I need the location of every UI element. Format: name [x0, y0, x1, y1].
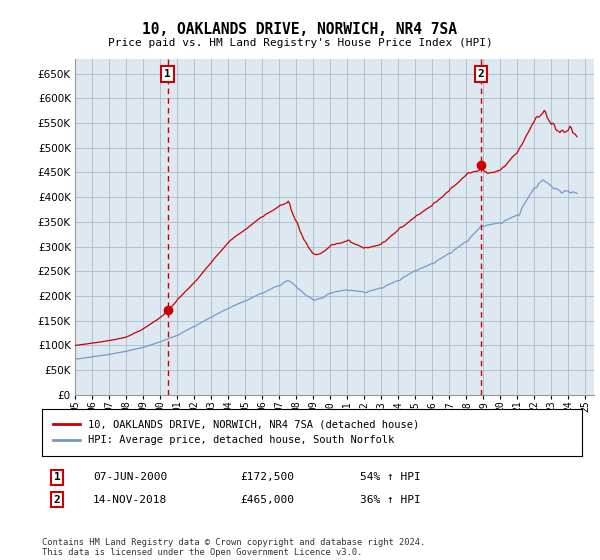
Text: 10, OAKLANDS DRIVE, NORWICH, NR4 7SA: 10, OAKLANDS DRIVE, NORWICH, NR4 7SA [143, 22, 458, 38]
Legend: 10, OAKLANDS DRIVE, NORWICH, NR4 7SA (detached house), HPI: Average price, detac: 10, OAKLANDS DRIVE, NORWICH, NR4 7SA (de… [47, 414, 425, 451]
Text: 2: 2 [53, 494, 61, 505]
Text: 2: 2 [478, 69, 485, 79]
Text: £172,500: £172,500 [240, 472, 294, 482]
Text: 54% ↑ HPI: 54% ↑ HPI [360, 472, 421, 482]
Text: £465,000: £465,000 [240, 494, 294, 505]
Text: 1: 1 [53, 472, 61, 482]
Text: Price paid vs. HM Land Registry's House Price Index (HPI): Price paid vs. HM Land Registry's House … [107, 38, 493, 48]
Text: 14-NOV-2018: 14-NOV-2018 [93, 494, 167, 505]
Text: 36% ↑ HPI: 36% ↑ HPI [360, 494, 421, 505]
Text: Contains HM Land Registry data © Crown copyright and database right 2024.
This d: Contains HM Land Registry data © Crown c… [42, 538, 425, 557]
Text: 1: 1 [164, 69, 171, 79]
Text: 07-JUN-2000: 07-JUN-2000 [93, 472, 167, 482]
